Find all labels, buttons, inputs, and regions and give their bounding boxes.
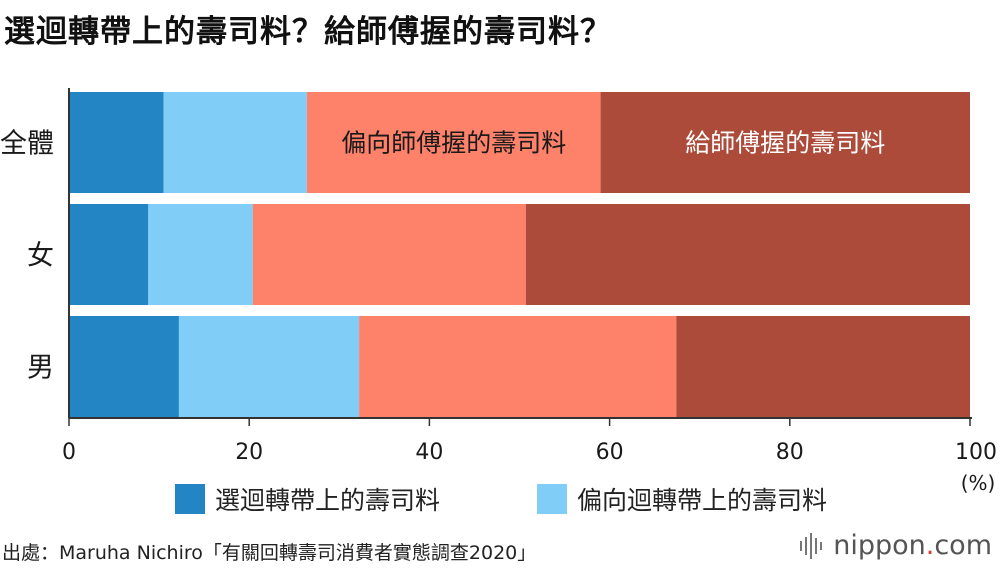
bar-segment [359, 316, 677, 417]
bar-segment [600, 92, 970, 193]
x-tick-label: 40 [415, 440, 443, 465]
bar-label: 偏向師傅握的壽司料 [341, 129, 566, 158]
bar-label: 給師傅握的壽司料 [685, 129, 885, 158]
x-tick-label: 100 [955, 440, 997, 465]
bar-segment [306, 92, 601, 193]
bar-segment [676, 316, 970, 417]
x-tick-label: 0 [62, 440, 76, 465]
bar-segment [163, 92, 307, 193]
chart-title: 選迴轉帶上的壽司料？給師傅握的壽司料？ [4, 14, 612, 50]
sound-wave-icon [800, 532, 825, 559]
legend-label-1: 偏向迴轉帶上的壽司料 [577, 486, 828, 515]
brand-dot: . [925, 530, 935, 561]
legend-label-0: 選迴轉帶上的壽司料 [215, 486, 441, 515]
x-tick-label: 20 [235, 440, 263, 465]
brand-name: nippon [833, 530, 926, 561]
legend-swatch-1 [537, 484, 567, 514]
x-tick-label: 80 [776, 440, 804, 465]
x-axis-unit: (%) [961, 471, 996, 495]
bar-segment [252, 204, 526, 305]
category-label: 男 [27, 353, 54, 384]
bar-segment [69, 204, 149, 305]
x-tick-label: 60 [596, 440, 624, 465]
nippon-logo[interactable]: nippon. com [800, 530, 992, 561]
bar-segment [148, 204, 253, 305]
bar-segment [69, 92, 164, 193]
brand-tld: com [934, 530, 992, 561]
bar-segment [69, 316, 179, 417]
bar-segment [178, 316, 360, 417]
bar-segment [525, 204, 970, 305]
legend-item-1: 偏向迴轉帶上的壽司料 [537, 484, 828, 515]
category-label: 女 [27, 241, 54, 272]
category-label: 全體 [0, 129, 54, 160]
legend-item-0: 選迴轉帶上的壽司料 [175, 484, 441, 515]
source-note: 出處：Maruha Nichiro「有關回轉壽司消費者實態調查2020」 [2, 542, 537, 564]
legend-swatch-0 [175, 484, 205, 514]
